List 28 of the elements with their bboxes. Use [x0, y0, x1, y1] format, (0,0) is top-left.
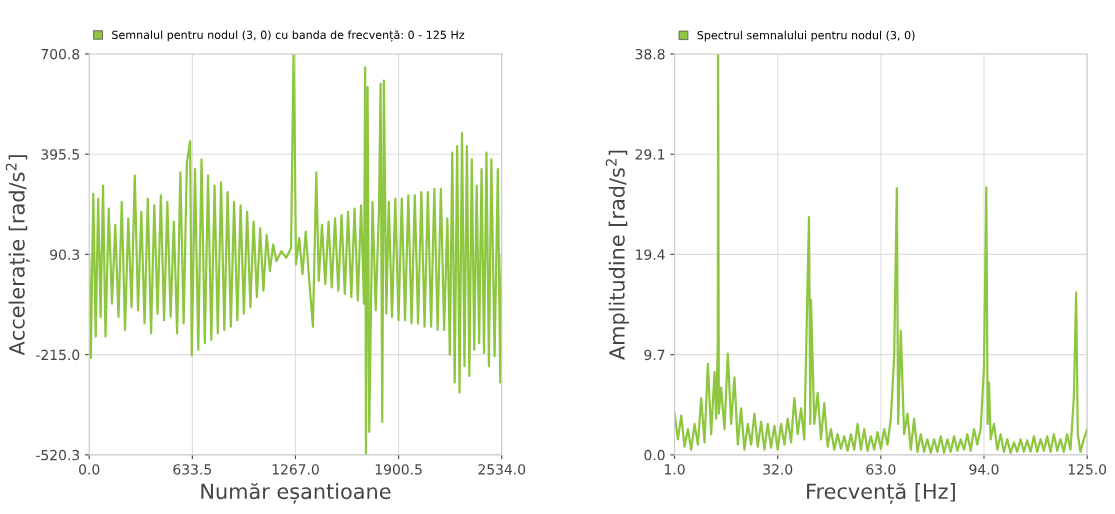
y-tick-label: 395.5: [41, 149, 79, 160]
x-axis-title: Frecvență [Hz]: [807, 482, 955, 504]
y-tick-label: -215.0: [36, 349, 80, 361]
y-tick-label: 0.0: [644, 449, 665, 461]
legend-label: Spectrul semnalului pentru nodul (3, 0): [697, 30, 915, 42]
y-axis-title: Accelerație [rad/s$^{2}$]: [5, 155, 30, 356]
y-tick-label: 9.7: [644, 349, 665, 361]
y-tick-label: -520.3: [36, 449, 80, 461]
x-tick-label: 2534.0: [478, 464, 526, 475]
line-series: [674, 53, 1088, 454]
x-tick-label: 1267.0: [272, 464, 319, 475]
legend-label: Semnalul pentru nodul (3, 0) cu banda de frecvență: 0 - 125 Hz: [112, 30, 465, 42]
y-tick-label: 90.3: [50, 249, 80, 260]
y-tick-label: 700.8: [41, 48, 80, 60]
y-tick-label: 19.4: [636, 249, 665, 260]
y-tick-label: 38.8: [635, 48, 665, 60]
x-tick-label: 0.0: [79, 464, 100, 475]
x-tick-label: 125.0: [1068, 464, 1107, 475]
y-axis-title: Amplitudine [rad/s$^{2}$]: [605, 150, 629, 360]
x-tick-label: 633.5: [173, 464, 212, 475]
x-tick-label: 1900.5: [375, 464, 422, 475]
x-tick-label: 94.0: [969, 464, 999, 475]
x-tick-label: 32.0: [763, 464, 793, 475]
x-tick-label: 1.0: [665, 464, 685, 475]
x-tick-label: 63.0: [866, 464, 896, 475]
x-axis-title: Număr eșantioane: [201, 482, 391, 504]
y-tick-label: 29.1: [635, 149, 665, 160]
line-series: [89, 53, 502, 455]
